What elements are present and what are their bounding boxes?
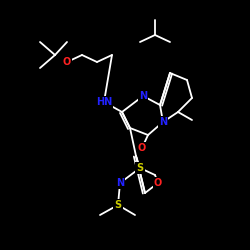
Text: S: S (114, 200, 121, 210)
Text: HN: HN (96, 97, 112, 107)
Text: O: O (138, 143, 146, 153)
Text: N: N (139, 91, 147, 101)
Text: S: S (136, 163, 143, 173)
Text: N: N (116, 178, 124, 188)
Text: O: O (154, 178, 162, 188)
Text: O: O (63, 57, 71, 67)
Text: N: N (159, 117, 167, 127)
